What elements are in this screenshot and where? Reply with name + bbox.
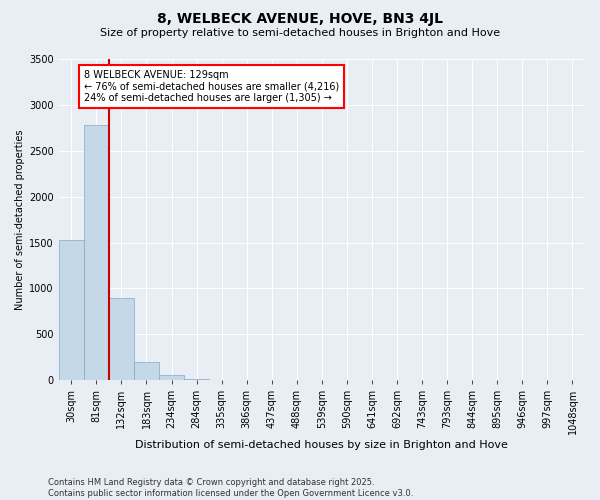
Bar — [184, 379, 209, 380]
Text: 8, WELBECK AVENUE, HOVE, BN3 4JL: 8, WELBECK AVENUE, HOVE, BN3 4JL — [157, 12, 443, 26]
Bar — [159, 374, 184, 380]
Y-axis label: Number of semi-detached properties: Number of semi-detached properties — [15, 130, 25, 310]
Text: Size of property relative to semi-detached houses in Brighton and Hove: Size of property relative to semi-detach… — [100, 28, 500, 38]
Text: 8 WELBECK AVENUE: 129sqm
← 76% of semi-detached houses are smaller (4,216)
24% o: 8 WELBECK AVENUE: 129sqm ← 76% of semi-d… — [84, 70, 339, 103]
X-axis label: Distribution of semi-detached houses by size in Brighton and Hove: Distribution of semi-detached houses by … — [136, 440, 508, 450]
Bar — [84, 125, 109, 380]
Bar — [59, 240, 84, 380]
Bar — [109, 298, 134, 380]
Text: Contains HM Land Registry data © Crown copyright and database right 2025.
Contai: Contains HM Land Registry data © Crown c… — [48, 478, 413, 498]
Bar — [134, 362, 159, 380]
